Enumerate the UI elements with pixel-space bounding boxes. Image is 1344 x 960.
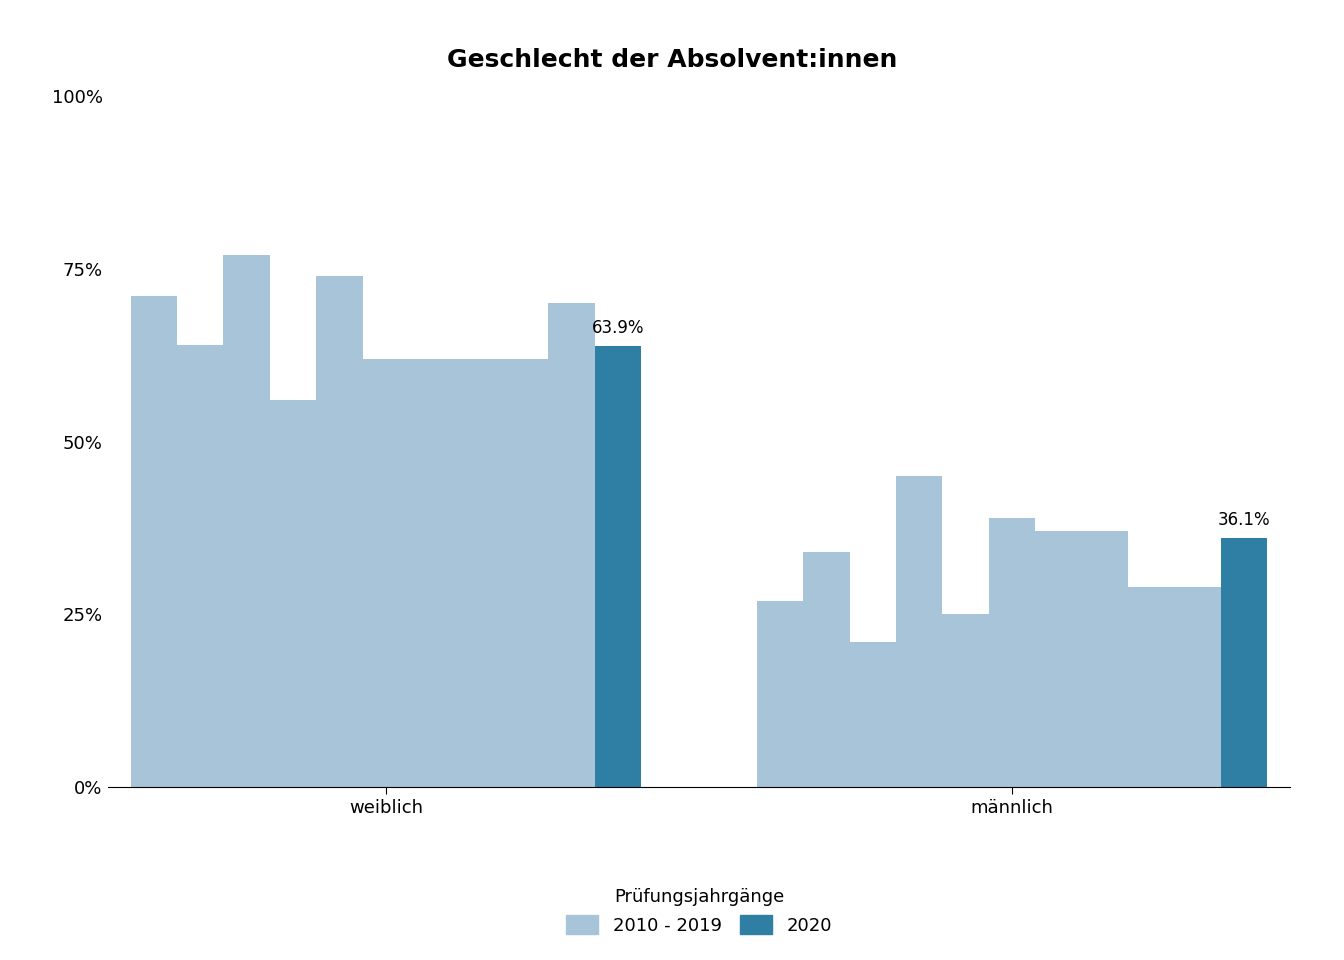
Bar: [177, 345, 223, 787]
Bar: [1128, 587, 1175, 787]
Bar: [363, 359, 409, 787]
Bar: [223, 255, 270, 787]
Text: 36.1%: 36.1%: [1218, 512, 1270, 529]
Bar: [896, 476, 942, 787]
Bar: [1220, 538, 1267, 787]
Bar: [1175, 587, 1220, 787]
Bar: [849, 642, 896, 787]
Bar: [130, 297, 177, 787]
Bar: [989, 517, 1035, 787]
Bar: [409, 359, 456, 787]
Bar: [1035, 532, 1082, 787]
Bar: [548, 303, 594, 787]
Bar: [757, 601, 804, 787]
Bar: [316, 276, 363, 787]
Bar: [594, 346, 641, 787]
Bar: [501, 359, 548, 787]
Legend: 2010 - 2019, 2020: 2010 - 2019, 2020: [556, 879, 841, 944]
Bar: [1082, 532, 1128, 787]
Bar: [456, 359, 501, 787]
Text: 63.9%: 63.9%: [591, 320, 644, 337]
Bar: [804, 552, 849, 787]
Bar: [270, 400, 316, 787]
Bar: [942, 614, 989, 787]
Text: Geschlecht der Absolvent:innen: Geschlecht der Absolvent:innen: [446, 48, 898, 72]
